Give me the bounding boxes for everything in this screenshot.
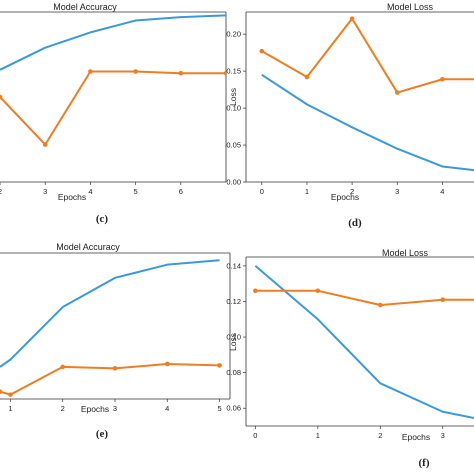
x-tick-label: 4 [165,404,169,413]
series-line [261,17,474,94]
x-tick-label: 4 [440,187,444,196]
data-point [349,16,355,21]
series-line [0,14,226,71]
x-axis-label: Epochs [331,192,359,202]
data-point [164,361,170,367]
x-tick-label: 1 [305,187,309,196]
data-point [315,288,321,294]
y-axis-label: Loss [228,88,238,106]
x-tick-label: 3 [441,431,445,440]
plot-area [259,16,474,172]
y-axis-label: Loss [228,333,238,351]
chart-title: Model Accuracy [53,2,117,12]
x-tick-label: 6 [179,187,183,196]
data-point [60,364,66,370]
data-point [0,389,3,394]
x-tick-label: 5 [134,187,138,196]
plot-area [0,14,226,147]
plot-area [0,259,222,397]
series-line [261,73,474,172]
y-tick-label: 0.10 [226,333,241,342]
x-axis-label: Epochs [58,192,86,202]
data-point [440,76,445,82]
chart-title: Model Loss [382,248,429,258]
y-tick-label: 0.20 [226,30,241,39]
y-tick-label: 0.10 [226,104,241,113]
x-tick-label: 3 [43,187,47,196]
chart-title: Model Accuracy [56,242,120,252]
panel-label: (f) [419,457,430,469]
y-tick-label: 0.06 [226,404,241,413]
panel-c: Model Accuracy123456Epochs(c) [0,2,227,225]
x-tick-label: 1 [8,404,12,413]
x-tick-label: 2 [378,431,382,440]
panel-e: Model Accuracy 1 2 3 4 5 Epochs (e) [0,242,231,440]
panel-label: (c) [96,213,109,225]
y-tick-label: 0.12 [226,297,241,306]
y-tick-label: 0.08 [226,368,241,377]
panel-d: Model Loss 0 1 2 3 4 0.00 0.05 0.10 0.15 0.20 Epoch… [226,2,474,229]
x-tick-label: 3 [113,404,117,413]
data-point [223,70,226,76]
data-point [42,142,48,147]
x-tick-label: 0 [260,187,264,196]
y-tick-label: 0.15 [226,67,241,76]
x-tick-label: 2 [0,187,2,196]
series-line [0,70,226,146]
data-point [217,363,222,368]
x-tick-label: 4 [88,187,92,196]
x-tick-label: 3 [395,187,399,196]
x-axis-label: Epochs [402,432,430,442]
series-line [254,265,474,420]
data-point [394,90,400,95]
y-tick-label: 0.00 [226,178,241,187]
y-tick-label: 0.05 [226,141,241,150]
chart-title: Model Loss [387,2,434,12]
data-point [304,74,310,80]
data-point [112,366,118,371]
data-point [0,94,3,100]
panel-f: Model Loss 0 1 2 3 0.06 0.08 0.10 0.12 0.14 Epochs… [226,248,474,469]
data-point [8,392,13,397]
series-line [0,259,220,368]
plot-area [253,265,474,420]
x-tick-label: 2 [350,187,354,196]
data-point [178,70,184,76]
x-tick-label: 0 [253,431,257,440]
x-tick-label: 2 [61,404,65,413]
y-tick-label: 0.14 [226,261,241,270]
data-point [440,297,446,302]
x-tick-label: 1 [316,431,320,440]
data-point [378,302,383,308]
data-point [133,69,138,74]
data-point [88,69,93,74]
panel-label: (e) [96,428,109,440]
x-tick-label: 5 [217,404,221,413]
x-axis-label: Epochs [81,404,109,414]
data-point [259,48,265,54]
series-line [0,362,220,396]
data-point [253,288,258,294]
panel-label: (d) [348,217,362,229]
